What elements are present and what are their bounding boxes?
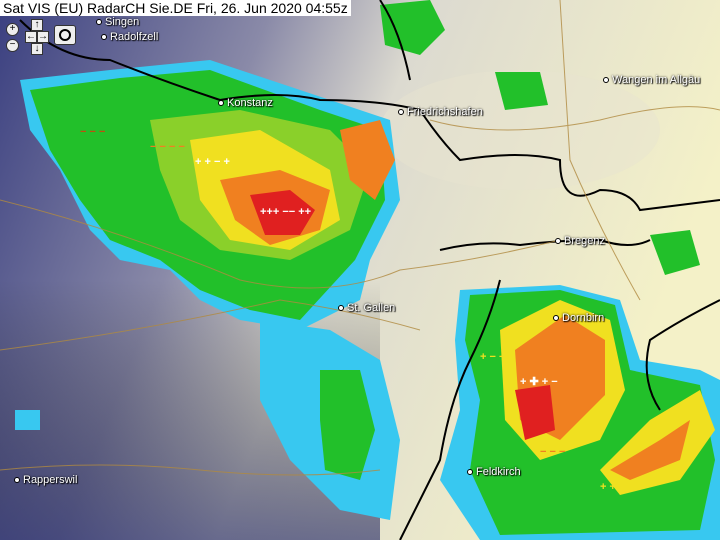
city-st-gallen: St. Gallen <box>338 302 395 315</box>
city-dornbirn: Dornbirn <box>553 312 604 325</box>
pan-right-button[interactable]: → <box>37 31 49 43</box>
pan-down-button[interactable]: ↓ <box>31 43 43 55</box>
city-konstanz: Konstanz <box>218 97 273 110</box>
roads <box>0 0 720 476</box>
city-feldkirch: Feldkirch <box>467 466 521 479</box>
city-bregenz: Bregenz <box>555 235 605 248</box>
map-title: Sat VIS (EU) RadarCH Sie.DE Fri, 26. Jun… <box>0 0 351 16</box>
pan-up-button[interactable]: ↑ <box>31 19 43 31</box>
zoom-in-button[interactable]: + <box>6 23 19 36</box>
svg-text:+ + − +: + + − + <box>195 156 230 168</box>
radar-echoes <box>15 0 720 540</box>
svg-text:+ − −: + − − <box>480 351 505 363</box>
svg-text:− − −: − − − <box>540 446 565 458</box>
city-friedrichshafen: Friedrichshafen <box>398 106 483 119</box>
city-wangen-im-allgau: Wangen im Allgäu <box>603 74 700 87</box>
camera-glyph <box>59 29 71 41</box>
zoom-out-button[interactable]: − <box>6 39 19 52</box>
camera-icon[interactable] <box>54 25 76 45</box>
city-singen: Singen <box>96 16 139 29</box>
svg-text:+++ −− ++: +++ −− ++ <box>260 206 311 218</box>
city-radolfzell: Radolfzell <box>101 31 158 44</box>
svg-text:− − − −: − − − − <box>150 141 185 153</box>
svg-text:− − −: − − − <box>80 126 105 138</box>
pan-left-button[interactable]: ← <box>25 31 37 43</box>
city-rapperswil: Rapperswil <box>14 474 77 487</box>
svg-text:+ ✚ + −: + ✚ + − <box>520 376 558 388</box>
svg-text:+ + ✚: + + ✚ <box>600 481 628 493</box>
lightning-markers: + + − + +++ −− ++ − − − − − − − + ✚ + − + −… <box>80 126 628 493</box>
